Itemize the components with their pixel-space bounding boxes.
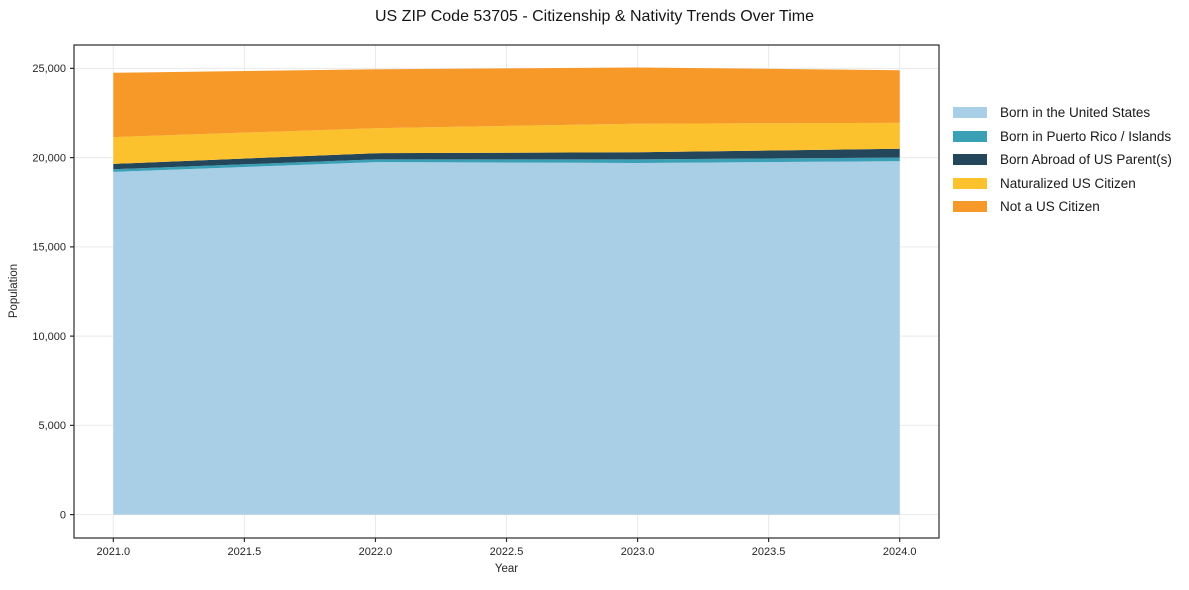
legend-item: Not a US Citizen	[953, 195, 1172, 219]
x-tick-label: 2024.0	[883, 546, 917, 558]
legend-label: Born in Puerto Rico / Islands	[1000, 128, 1172, 144]
y-tick-label: 25,000	[32, 63, 66, 75]
legend-swatch	[953, 201, 987, 213]
legend-label: Born in the United States	[1000, 105, 1151, 121]
legend-swatch	[953, 177, 987, 189]
y-tick-label: 20,000	[32, 152, 66, 164]
legend-label: Not a US Citizen	[1000, 199, 1100, 215]
legend-label: Naturalized US Citizen	[1000, 175, 1136, 191]
area-band-3	[113, 122, 900, 164]
legend: Born in the United States Born in Puerto …	[953, 101, 1172, 219]
y-tick-label: 15,000	[32, 242, 66, 254]
legend-item: Born Abroad of US Parent(s)	[953, 148, 1172, 172]
x-axis-label: Year	[494, 563, 519, 575]
y-tick-label: 0	[60, 509, 66, 521]
area-band-1	[113, 157, 900, 172]
y-axis-label: Population	[8, 263, 20, 319]
x-tick-label: 2022.5	[490, 546, 524, 558]
legend-item: Born in Puerto Rico / Islands	[953, 125, 1172, 149]
legend-swatch	[953, 130, 987, 142]
x-tick-label: 2023.0	[621, 546, 655, 558]
x-tick-label: 2021.0	[96, 546, 130, 558]
legend-swatch	[953, 107, 987, 119]
area-band-2	[113, 148, 900, 170]
legend-item: Born in the United States	[953, 101, 1172, 125]
chart-title: US ZIP Code 53705 - Citizenship & Nativi…	[375, 8, 814, 25]
area-band-4	[113, 67, 900, 138]
x-tick-label: 2023.5	[752, 546, 786, 558]
area-band-0	[113, 161, 900, 515]
y-tick-label: 5,000	[38, 420, 66, 432]
legend-swatch	[953, 154, 987, 166]
y-tick-label: 10,000	[32, 331, 66, 343]
x-tick-label: 2022.0	[359, 546, 393, 558]
legend-label: Born Abroad of US Parent(s)	[1000, 152, 1172, 168]
legend-item: Naturalized US Citizen	[953, 172, 1172, 196]
x-tick-label: 2021.5	[228, 546, 262, 558]
